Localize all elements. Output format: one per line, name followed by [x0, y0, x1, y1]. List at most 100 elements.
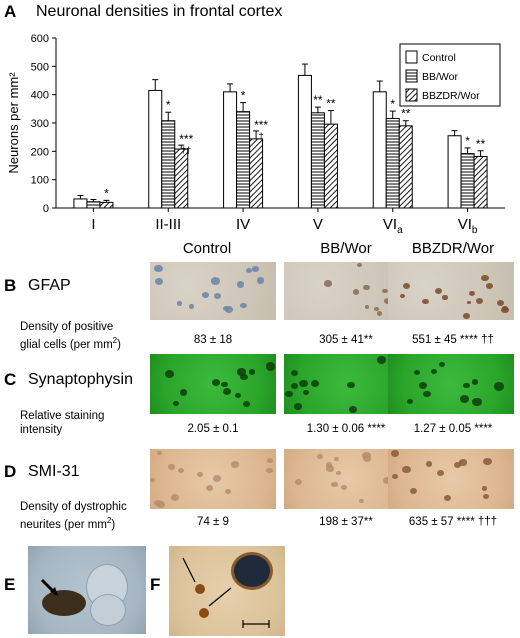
bar-0-0 [73, 198, 88, 209]
cell-dot [364, 305, 369, 310]
x-tick-label-2: IV [236, 216, 250, 233]
row-label-gfap: GFAP [28, 277, 71, 294]
value-syn-bbwor: 1.30 ± 0.06 **** [306, 423, 386, 435]
row-desc-syn-line2: intensity [20, 424, 63, 436]
cell-dot [205, 484, 214, 492]
bar-0-2 [223, 91, 238, 209]
micrograph-syn-control [150, 354, 276, 414]
bar-2-5 [473, 155, 488, 209]
cell-dot [150, 477, 156, 483]
cell-dot [285, 390, 293, 397]
cell-dot [213, 475, 222, 482]
cell-dot [154, 265, 163, 273]
bar-1-3 [310, 112, 325, 209]
significance-2-3-0: ** [326, 97, 336, 111]
bar-1-5 [460, 153, 475, 209]
cell-dot [248, 369, 256, 375]
y-tick-label-3: 300 [31, 118, 49, 130]
bar-1-4 [385, 117, 400, 209]
legend-swatch-1 [405, 69, 418, 83]
cell-dot [483, 457, 492, 465]
bar-2-0 [99, 201, 114, 209]
cell-dot [156, 450, 163, 455]
micrograph-gfap-bbzdrwor [388, 262, 514, 320]
cell-dot [265, 362, 276, 371]
row-desc-syn-line1: Relative staining [20, 410, 105, 422]
cell-dot [497, 300, 505, 307]
cell-dot [347, 382, 356, 389]
y-tick-label-6: 600 [31, 33, 49, 45]
cell-dot [213, 292, 221, 299]
bar-chart: 0 100 200 300 400 500 600 Neurons per mm² I * II-I… [6, 33, 505, 236]
cell-dot [382, 288, 388, 294]
cell-dot [436, 469, 444, 476]
cell-dot [221, 381, 228, 387]
cell-dot [376, 355, 387, 364]
row-desc-synaptophysin: Relative staining intensity [20, 409, 104, 437]
cell-dot [423, 390, 431, 397]
cell-dot [391, 450, 399, 457]
bar-1-0 [86, 201, 101, 209]
column-header-control: Control [182, 240, 232, 257]
cell-dot [303, 389, 310, 395]
cell-dot [402, 466, 411, 474]
bar-2-1 [174, 148, 189, 209]
cell-dot [376, 310, 383, 316]
bar-0-5 [447, 135, 462, 209]
significance-2-5-0: ** [476, 137, 486, 151]
bar-0-3 [297, 74, 312, 209]
cell-dot [362, 455, 372, 463]
cell-dot [310, 380, 319, 388]
panel-letter-b: B [4, 276, 17, 295]
cell-dot [359, 498, 365, 503]
row-label-synaptophysin: Synaptophysin [28, 371, 133, 388]
significance-1-4-0: * [390, 97, 395, 111]
significance-2-2-1: † [259, 131, 264, 141]
x-tick-label-0: I [91, 216, 95, 233]
chart-title: Neuronal densities in frontal cortex [36, 3, 283, 20]
value-smi-bbzdrwor: 635 ± 57 **** ††† [408, 516, 498, 528]
row-desc-smi-line1: Density of dystrophic [20, 501, 127, 513]
significance-2-2-0: *** [254, 118, 268, 132]
significance-1-1-0: * [166, 98, 171, 112]
panel-letter-f: F [150, 575, 161, 594]
cell-dot [290, 382, 298, 389]
cell-dot [294, 478, 302, 485]
cell-dot [409, 487, 417, 494]
y-tick-label-1: 100 [31, 175, 49, 187]
legend-swatch-2 [405, 88, 418, 102]
value-smi-bbwor: 198 ± 37** [319, 516, 373, 528]
cell-dot [168, 464, 175, 470]
bar-1-1 [161, 120, 176, 209]
cell-dot [349, 405, 358, 413]
cell-dot [245, 268, 252, 274]
bar-2-2 [249, 138, 264, 209]
micrograph-panel-e [28, 546, 146, 634]
cell-dot [472, 379, 479, 385]
y-axis-label: Neurons per mm² [6, 72, 21, 174]
value-syn-bbzdrwor: 1.27 ± 0.05 **** [413, 423, 493, 435]
cell-dot [242, 401, 250, 408]
cell-dot [403, 283, 411, 290]
x-tick-label-3: V [313, 216, 323, 233]
cell-dot [179, 389, 188, 396]
cell-dot [237, 368, 246, 376]
cell-dot [453, 461, 462, 469]
cell-dot [317, 453, 323, 459]
y-tick-label-2: 200 [31, 146, 49, 158]
panel-letter-a: A [4, 2, 17, 21]
significance-1-2-0: * [241, 89, 246, 103]
x-tick-label-5: VIb [458, 216, 478, 236]
cell-dot [443, 494, 452, 502]
legend-label-1: BB/Wor [422, 71, 458, 83]
column-header-bbwor: BB/Wor [320, 240, 372, 257]
y-tick-label-5: 500 [31, 61, 49, 73]
x-tick-label-1: II-III [155, 216, 181, 233]
cell-dot [340, 484, 347, 490]
cell-dot [333, 456, 339, 462]
cell-dot [222, 388, 231, 396]
value-gfap-control: 83 ± 18 [193, 334, 233, 346]
cell-dot [326, 465, 334, 472]
row-desc-smi31: Density of dystrophic neurites (per mm2) [20, 500, 127, 532]
cell-dot [172, 400, 179, 406]
